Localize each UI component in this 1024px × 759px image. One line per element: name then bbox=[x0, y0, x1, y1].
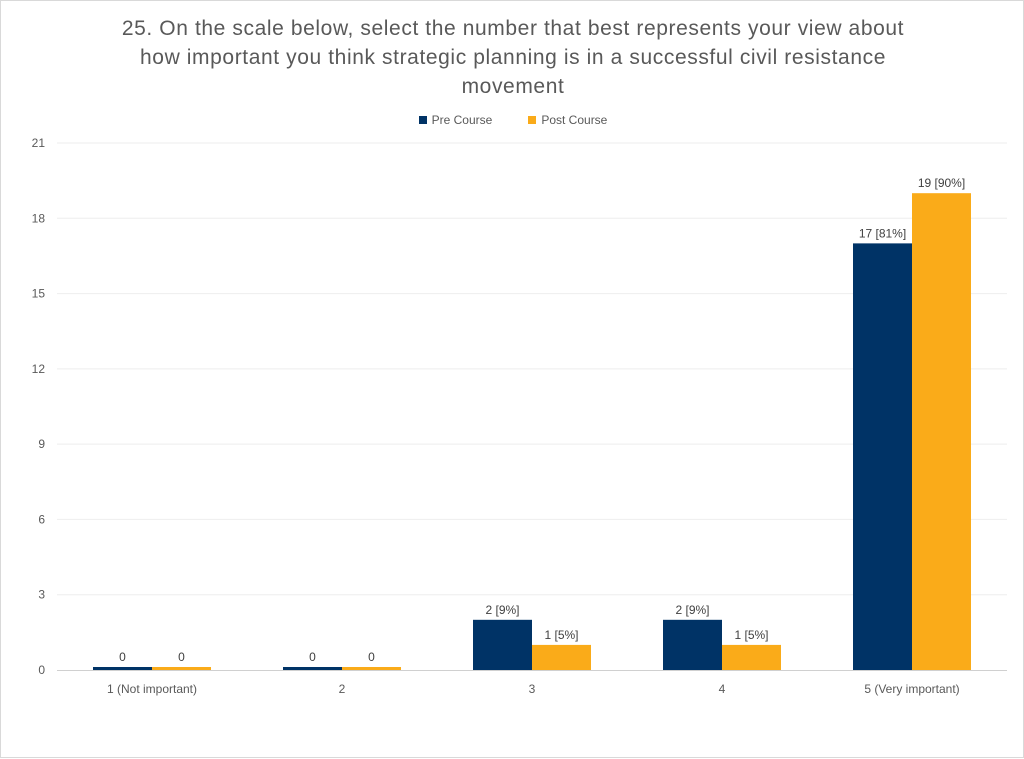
data-label: 2 [9%] bbox=[485, 603, 519, 617]
bar-pre-4 bbox=[663, 619, 722, 670]
legend-item-pre-course: Pre Course bbox=[418, 112, 493, 128]
legend-swatch-post-course bbox=[528, 116, 537, 124]
legend-item-post-course: Post Course bbox=[528, 112, 607, 128]
y-tick-label: 12 bbox=[32, 362, 46, 376]
bar-post-3 bbox=[532, 644, 591, 670]
x-tick-label: 4 bbox=[719, 682, 726, 696]
y-tick-label: 0 bbox=[38, 663, 45, 677]
y-tick-label: 15 bbox=[32, 287, 46, 301]
bar-post-1 bbox=[152, 667, 211, 670]
bar-pre-1 bbox=[93, 667, 152, 670]
bar-post-4 bbox=[722, 644, 781, 670]
y-tick-label: 18 bbox=[32, 211, 46, 225]
data-label: 1 [5%] bbox=[544, 628, 578, 642]
x-tick-label: 1 (Not important) bbox=[107, 682, 197, 696]
data-label: 1 [5%] bbox=[734, 628, 768, 642]
legend: Pre Course Post Course bbox=[1, 112, 1024, 128]
bar-post-2 bbox=[342, 667, 401, 670]
y-tick-label: 6 bbox=[38, 512, 45, 526]
data-label: 19 [90%] bbox=[918, 176, 965, 190]
bar-pre-5 bbox=[853, 243, 912, 670]
data-label: 0 bbox=[178, 650, 185, 664]
data-label: 0 bbox=[309, 650, 316, 664]
x-tick-label: 3 bbox=[529, 682, 536, 696]
y-tick-label: 3 bbox=[38, 588, 45, 602]
chart-title: 25. On the scale below, select the numbe… bbox=[121, 17, 905, 98]
legend-swatch-pre-course bbox=[418, 116, 427, 124]
y-tick-label: 9 bbox=[38, 437, 45, 451]
legend-label-pre-course: Pre Course bbox=[431, 113, 493, 127]
y-tick-label: 21 bbox=[32, 136, 46, 150]
bar-pre-2 bbox=[283, 667, 342, 670]
bar-post-5 bbox=[912, 193, 971, 670]
data-label: 2 [9%] bbox=[675, 603, 709, 617]
x-tick-label: 5 (Very important) bbox=[864, 682, 959, 696]
data-label: 17 [81%] bbox=[859, 226, 906, 240]
data-label: 0 bbox=[368, 650, 375, 664]
x-tick-label: 2 bbox=[339, 682, 346, 696]
data-label: 0 bbox=[119, 650, 126, 664]
legend-label-post-course: Post Course bbox=[541, 113, 608, 127]
bar-pre-3 bbox=[473, 619, 532, 670]
